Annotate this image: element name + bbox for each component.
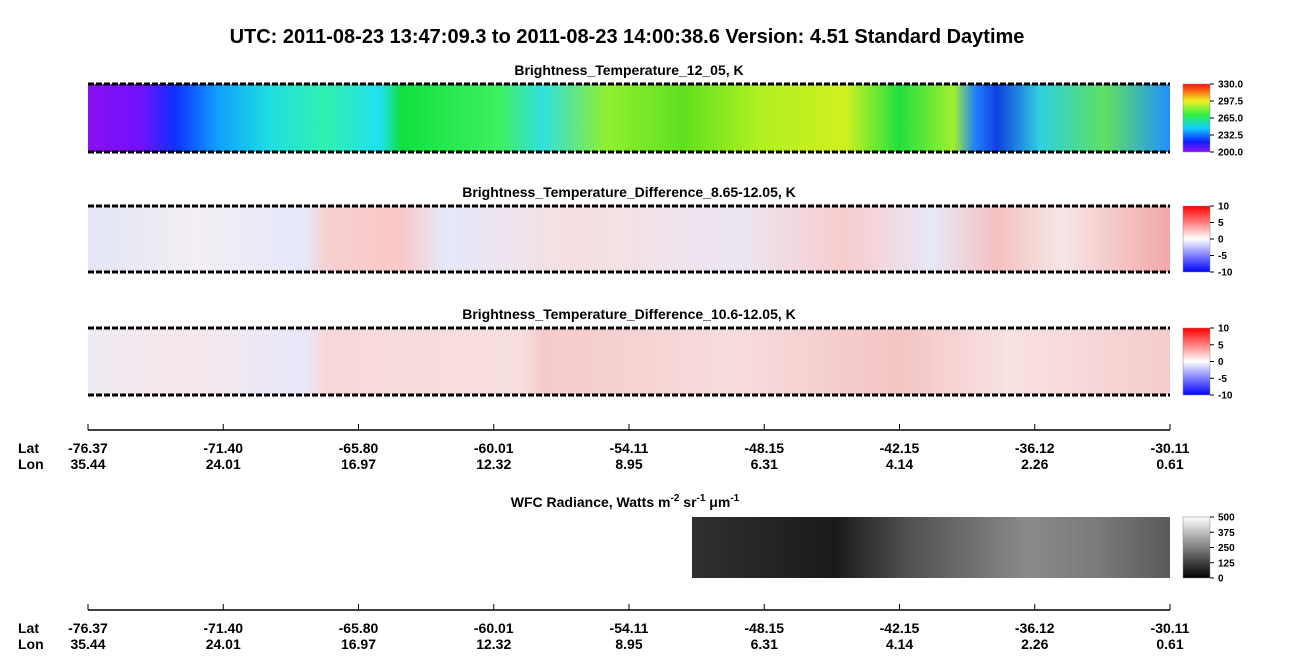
lat-label: -65.80 [339, 440, 379, 456]
colorbar [1182, 205, 1211, 273]
colorbar-tick-label: -10 [1218, 391, 1233, 402]
figure-title: UTC: 2011-08-23 13:47:09.3 to 2011-08-23… [230, 26, 1025, 48]
lon-label: 2.26 [1021, 456, 1048, 472]
lat-label: -30.11 [1151, 620, 1190, 636]
lon-label: 2.26 [1021, 636, 1048, 652]
colorbar-tick-label: 5 [1218, 218, 1224, 229]
colorbar-tick-label: 5 [1218, 340, 1224, 351]
lat-label: -60.01 [474, 620, 514, 636]
colorbar [1182, 327, 1211, 396]
lat-label: -54.11 [610, 620, 649, 636]
lat-label: -42.15 [880, 440, 920, 456]
image-strip [88, 84, 1170, 152]
lon-label: 35.44 [70, 456, 105, 472]
colorbar-tick-label: 0 [1218, 235, 1224, 246]
wfc-title-part: -1 [730, 493, 739, 504]
lat-label: -54.11 [610, 440, 649, 456]
lat-label: -30.11 [1151, 440, 1190, 456]
wfc-title-part: WFC Radiance, Watts m [511, 494, 671, 510]
colorbar-tick-label: 250 [1218, 543, 1235, 554]
lat-label: -65.80 [339, 620, 379, 636]
colorbar [1182, 516, 1211, 579]
lon-label: 24.01 [206, 636, 241, 652]
lon-label: 35.44 [70, 636, 105, 652]
wfc-title-part: sr [679, 494, 697, 510]
lat-label: -48.15 [744, 440, 784, 456]
lon-label: 12.32 [476, 636, 511, 652]
lon-label: 24.01 [206, 456, 241, 472]
colorbar-tick-label: -10 [1218, 268, 1233, 279]
lat-label: -76.37 [68, 620, 108, 636]
panel-title: Brightness_Temperature_12_05, K [514, 62, 743, 78]
lat-label: -48.15 [744, 620, 784, 636]
image-strip [88, 206, 1170, 272]
colorbar-tick-label: 375 [1218, 528, 1235, 539]
colorbar-tick-label: 330.0 [1218, 80, 1243, 91]
colorbar-tick-label: 297.5 [1218, 97, 1243, 108]
colorbar-tick-label: 265.0 [1218, 114, 1243, 125]
panel-title: Brightness_Temperature_Difference_10.6-1… [462, 306, 796, 322]
colorbar-tick-label: 232.5 [1218, 131, 1243, 142]
colorbar-tick-label: 500 [1218, 513, 1235, 524]
lon-label: 16.97 [341, 456, 376, 472]
colorbar-tick-label: 0 [1218, 574, 1224, 585]
row-label: Lat [18, 620, 39, 636]
lon-label: 0.61 [1156, 456, 1183, 472]
lon-label: 8.95 [615, 456, 642, 472]
wfc-title: WFC Radiance, Watts m-2 sr-1 μm-1 [511, 493, 740, 510]
lon-label: 4.14 [886, 456, 913, 472]
colorbar-tick-label: 0 [1218, 357, 1224, 368]
row-label: Lon [18, 636, 44, 652]
lat-label: -76.37 [68, 440, 108, 456]
row-label: Lon [18, 456, 44, 472]
image-strip [88, 328, 1170, 395]
lon-label: 8.95 [615, 636, 642, 652]
lat-label: -60.01 [474, 440, 514, 456]
lon-label: 6.31 [751, 456, 778, 472]
lat-label: -42.15 [880, 620, 920, 636]
lon-label: 6.31 [751, 636, 778, 652]
colorbar-tick-label: -5 [1218, 374, 1227, 385]
lat-label: -71.40 [203, 620, 243, 636]
wfc-title-part: -1 [697, 493, 706, 504]
row-label: Lat [18, 440, 39, 456]
lon-label: 4.14 [886, 636, 913, 652]
colorbar-tick-label: 125 [1218, 558, 1235, 569]
wfc-title-part: μm [705, 494, 730, 510]
wfc-image [692, 517, 1170, 578]
lat-label: -36.12 [1015, 440, 1055, 456]
lat-label: -36.12 [1015, 620, 1055, 636]
lat-label: -71.40 [203, 440, 243, 456]
colorbar [1182, 83, 1211, 153]
lon-label: 16.97 [341, 636, 376, 652]
panel-title: Brightness_Temperature_Difference_8.65-1… [462, 184, 796, 200]
lon-label: 0.61 [1156, 636, 1183, 652]
colorbar-tick-label: 10 [1218, 202, 1230, 213]
colorbar-tick-label: -5 [1218, 251, 1227, 262]
lon-label: 12.32 [476, 456, 511, 472]
colorbar-tick-label: 200.0 [1218, 148, 1243, 159]
colorbar-tick-label: 10 [1218, 324, 1230, 335]
wfc-title-part: -2 [670, 493, 679, 504]
